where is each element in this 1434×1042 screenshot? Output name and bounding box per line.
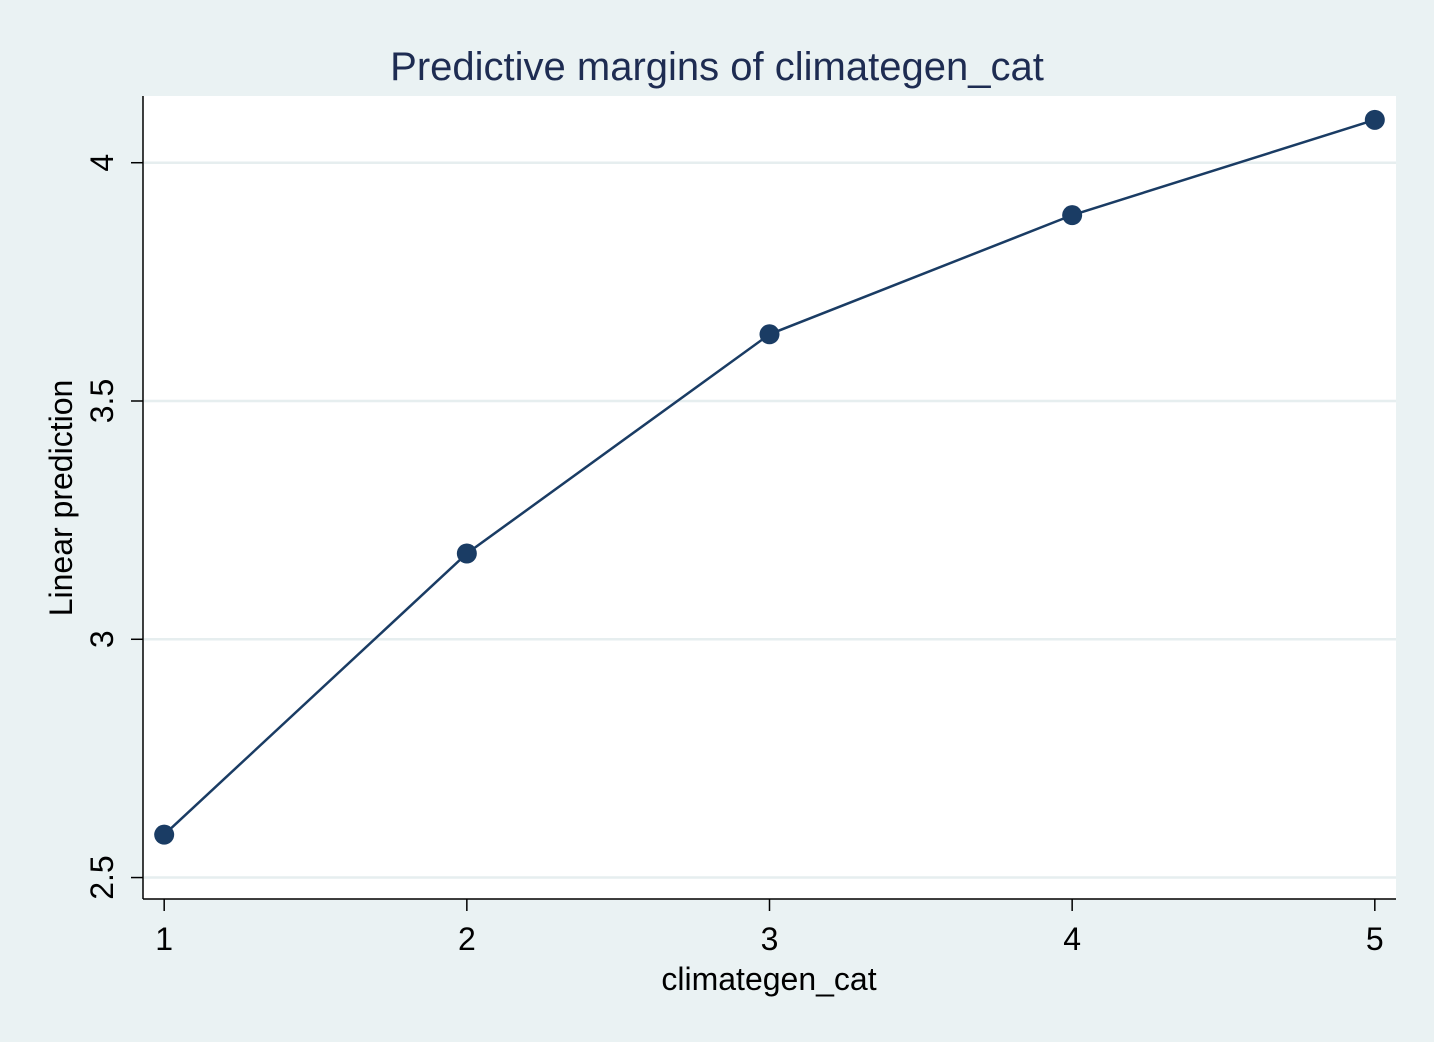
x-tick-label: 5 bbox=[1366, 921, 1384, 957]
data-point bbox=[154, 824, 175, 845]
x-axis-ticks: 1 2 3 4 5 bbox=[155, 899, 1384, 957]
y-axis-ticks: 2.5 3 3.5 4 bbox=[84, 154, 143, 900]
x-tick-label: 1 bbox=[155, 921, 173, 957]
x-tick-label: 4 bbox=[1063, 921, 1081, 957]
series-climategen-cat bbox=[154, 109, 1385, 845]
data-point bbox=[1062, 205, 1083, 226]
y-tick-label: 2.5 bbox=[84, 855, 120, 899]
chart-title: Predictive margins of climategen_cat bbox=[390, 45, 1044, 89]
y-tick-label: 3.5 bbox=[84, 379, 120, 423]
data-point bbox=[456, 543, 477, 564]
y-tick-label: 4 bbox=[84, 154, 120, 172]
y-axis-label: Linear prediction bbox=[43, 380, 79, 617]
x-axis-label: climategen_cat bbox=[661, 961, 876, 997]
data-point bbox=[759, 324, 780, 345]
grid-lines bbox=[144, 161, 1396, 879]
x-tick-label: 2 bbox=[458, 921, 476, 957]
data-point bbox=[1364, 109, 1385, 130]
plot-area bbox=[143, 96, 1396, 899]
y-tick-label: 3 bbox=[84, 630, 120, 648]
x-tick-label: 3 bbox=[761, 921, 779, 957]
